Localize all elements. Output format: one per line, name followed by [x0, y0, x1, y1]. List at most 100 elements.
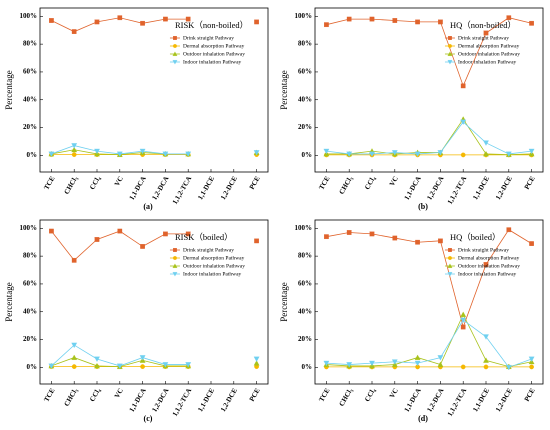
- y-axis-label: Percentage: [279, 282, 289, 321]
- marker: [369, 360, 375, 367]
- marker: [528, 148, 535, 155]
- marker: [172, 60, 178, 65]
- x-tick-label: 1,2-DCA: [150, 387, 170, 414]
- legend-label: Dermal absorption Pathway: [183, 255, 245, 261]
- marker: [172, 263, 178, 268]
- marker: [460, 317, 467, 324]
- marker: [324, 234, 329, 240]
- y-tick-label: 100%: [295, 224, 313, 232]
- marker: [483, 364, 489, 370]
- panel-label: (d): [418, 414, 428, 423]
- marker: [139, 355, 146, 361]
- marker: [116, 363, 123, 369]
- marker: [414, 151, 421, 157]
- x-tick-label: CHCl₃: [63, 387, 80, 408]
- marker: [185, 151, 192, 157]
- x-tick-label: 1,2-DCE: [494, 387, 514, 414]
- marker: [437, 150, 444, 156]
- marker: [529, 364, 534, 370]
- marker: [392, 235, 398, 241]
- plot-frame: [39, 219, 269, 385]
- marker: [71, 29, 77, 34]
- marker: [437, 361, 444, 367]
- marker: [172, 51, 178, 56]
- y-tick-label: 100%: [20, 12, 38, 20]
- marker: [323, 360, 330, 367]
- x-tick-label: 1,2-DCE: [494, 175, 514, 202]
- x-tick-label: TCE: [42, 387, 56, 404]
- marker: [117, 228, 123, 234]
- x-tick-label: 1,1,2-TCA: [446, 175, 468, 206]
- chart-title: HQ（boiled）: [450, 232, 501, 242]
- x-tick-label: 1,1,2-TCA: [446, 387, 468, 418]
- y-tick-label: 20%: [23, 335, 37, 343]
- y-tick-label: 60%: [23, 280, 37, 288]
- marker: [447, 60, 453, 65]
- marker: [448, 256, 452, 260]
- marker: [94, 237, 100, 242]
- x-tick-label: PCE: [523, 175, 537, 191]
- x-tick-label: CCl₄: [88, 174, 102, 191]
- marker: [506, 15, 512, 21]
- plot-frame: [39, 7, 269, 173]
- y-axis-label: Percentage: [4, 70, 14, 109]
- marker: [162, 362, 169, 368]
- panel-label: (c): [144, 414, 153, 423]
- chart-title: RISK（non-boiled）: [175, 20, 248, 30]
- series-line: [326, 17, 532, 87]
- marker: [140, 244, 145, 249]
- marker: [460, 364, 466, 370]
- x-tick-label: CHCl₃: [338, 387, 355, 408]
- marker: [94, 356, 100, 362]
- legend-label: Dermal absorption Pathway: [183, 43, 245, 49]
- marker: [346, 16, 352, 22]
- series-line: [326, 118, 532, 156]
- marker: [437, 355, 444, 361]
- y-tick-label: 80%: [298, 40, 312, 48]
- x-tick-label: CHCl₃: [63, 175, 80, 196]
- legend-label: Outdoor inhalation Pathway: [183, 51, 245, 57]
- y-tick-label: 60%: [23, 68, 37, 76]
- x-tick-label: 1,1-DCE: [196, 175, 216, 202]
- x-tick-label: 1,2-DCE: [219, 175, 239, 202]
- x-tick-label: VC: [388, 175, 400, 188]
- y-tick-label: 0%: [27, 363, 38, 371]
- x-tick-label: TCE: [317, 175, 331, 192]
- chart-title: RISK（boiled）: [175, 232, 233, 242]
- legend-label: Outdoor inhalation Pathway: [458, 51, 520, 57]
- marker: [173, 36, 177, 40]
- marker: [173, 248, 177, 252]
- legend-label: Outdoor inhalation Pathway: [183, 263, 245, 269]
- x-tick-label: CCl₄: [363, 386, 377, 403]
- marker: [172, 272, 178, 277]
- marker: [253, 150, 260, 156]
- chart-title: HQ（non-boiled）: [450, 20, 516, 30]
- x-tick-label: 1,1-DCA: [128, 175, 148, 202]
- marker: [460, 152, 466, 158]
- y-tick-label: 20%: [298, 123, 312, 131]
- y-tick-label: 0%: [27, 151, 38, 159]
- legend-label: Dermal absorption Pathway: [458, 43, 520, 49]
- marker: [448, 44, 452, 48]
- marker: [173, 44, 177, 48]
- plot-frame: [314, 219, 544, 385]
- marker: [254, 238, 259, 244]
- marker: [48, 363, 55, 369]
- y-tick-label: 40%: [23, 95, 37, 103]
- x-tick-label: 1,1,2-TCA: [171, 387, 193, 418]
- marker: [71, 152, 77, 157]
- y-axis-label: Percentage: [4, 282, 14, 321]
- legend-label: Drink straight Pathway: [183, 247, 234, 253]
- marker: [369, 231, 375, 237]
- marker: [483, 334, 489, 340]
- x-tick-label: 1,1-DCE: [471, 175, 491, 202]
- x-tick-label: PCE: [248, 387, 262, 403]
- x-tick-label: 1,1-DCE: [196, 387, 216, 414]
- x-tick-label: 1,1-DCA: [128, 387, 148, 414]
- marker: [483, 262, 489, 267]
- marker: [392, 18, 398, 23]
- marker: [483, 30, 489, 36]
- marker: [49, 18, 54, 23]
- marker: [140, 20, 145, 26]
